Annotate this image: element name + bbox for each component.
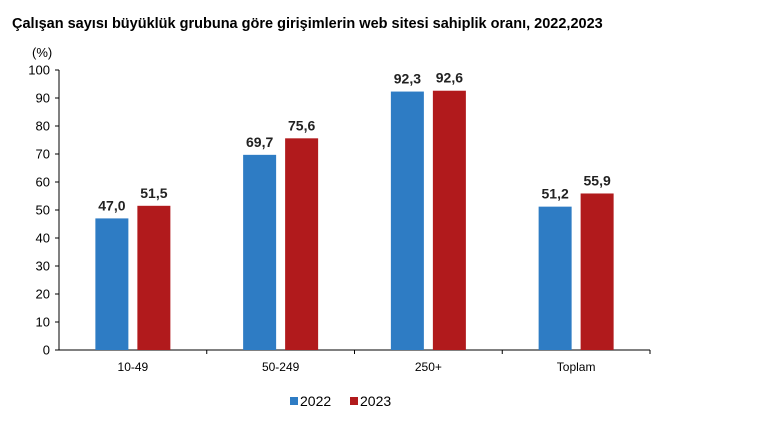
y-axis-label: (%) xyxy=(32,45,52,60)
y-tick-label: 30 xyxy=(36,259,50,274)
x-tick-label: 50-249 xyxy=(262,360,300,374)
y-tick-label: 90 xyxy=(36,91,50,106)
bar-2022-50-249 xyxy=(243,154,277,350)
chart-title: Çalışan sayısı büyüklük grubuna göre gir… xyxy=(12,16,603,32)
y-tick-label: 70 xyxy=(36,147,50,162)
bar-2023-250+ xyxy=(432,90,466,350)
data-label: 47,0 xyxy=(98,197,125,213)
data-label: 75,6 xyxy=(288,117,315,133)
y-tick-label: 10 xyxy=(36,315,50,330)
legend-label: 2022 xyxy=(300,393,331,409)
y-tick-label: 80 xyxy=(36,119,50,134)
y-tick-label: 60 xyxy=(36,175,50,190)
bar-2022-250+ xyxy=(390,91,424,350)
legend-swatch-2022 xyxy=(290,397,298,405)
y-tick-label: 50 xyxy=(36,203,50,218)
y-tick-label: 100 xyxy=(28,63,50,78)
x-tick-label: 10-49 xyxy=(118,360,149,374)
data-label: 92,3 xyxy=(394,71,421,87)
bar-2023-Toplam xyxy=(580,193,614,350)
data-label: 51,5 xyxy=(140,185,167,201)
y-tick-label: 0 xyxy=(43,343,50,358)
y-tick-label: 40 xyxy=(36,231,50,246)
data-label: 55,9 xyxy=(584,172,611,188)
data-label: 92,6 xyxy=(436,70,463,86)
y-tick-label: 20 xyxy=(36,287,50,302)
legend-swatch-2023 xyxy=(350,397,358,405)
bar-2022-10-49 xyxy=(95,218,129,350)
x-tick-label: Toplam xyxy=(557,360,596,374)
x-tick-label: 250+ xyxy=(415,360,442,374)
data-label: 69,7 xyxy=(246,134,273,150)
legend-label: 2023 xyxy=(360,393,391,409)
bar-2023-50-249 xyxy=(285,138,319,350)
data-label: 51,2 xyxy=(542,186,569,202)
bar-2023-10-49 xyxy=(137,205,171,350)
bar-2022-Toplam xyxy=(538,206,572,350)
